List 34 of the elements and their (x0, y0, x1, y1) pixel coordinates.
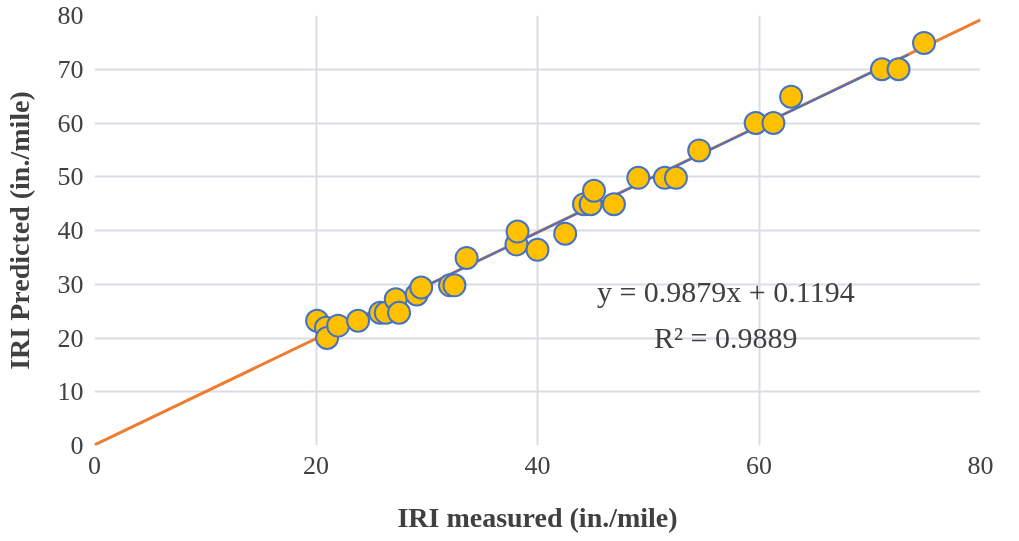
point (601, 192, 626, 217)
y-tick-label: 70 (57, 54, 84, 84)
point (779, 84, 804, 109)
point (454, 245, 479, 270)
annotation: y = 0.9879x + 0.1194 (596, 275, 855, 309)
point (505, 219, 530, 244)
y-tick-label: 50 (57, 162, 84, 192)
x-tick-label: 40 (524, 450, 551, 480)
y-tick-label: 60 (57, 108, 84, 138)
y-tick-label: 20 (57, 323, 84, 353)
y-tick-label: 10 (57, 377, 84, 407)
y-tick-label: 80 (57, 1, 84, 30)
y-tick-label: 0 (70, 431, 84, 460)
x-axis-title: IRI measured (in./mile) (397, 501, 678, 533)
point (886, 57, 911, 82)
point (326, 313, 351, 338)
point (581, 178, 606, 203)
point (346, 308, 371, 333)
point (761, 111, 786, 135)
y-tick-label: 40 (57, 216, 84, 245)
point (626, 165, 651, 190)
point (525, 237, 550, 262)
y-tick-label: 30 (57, 269, 84, 299)
y-axis-title: IRI Predicted (in./mile) (3, 91, 35, 370)
x-tick-label: 80 (967, 450, 994, 480)
x-tick-label: 60 (746, 450, 772, 480)
x-tick-label: 20 (303, 450, 329, 480)
annotation: R² = 0.9889 (654, 321, 798, 355)
point (387, 300, 412, 325)
point (409, 275, 434, 300)
point (553, 221, 578, 246)
point (663, 165, 688, 190)
point (912, 30, 937, 55)
point (687, 138, 712, 163)
